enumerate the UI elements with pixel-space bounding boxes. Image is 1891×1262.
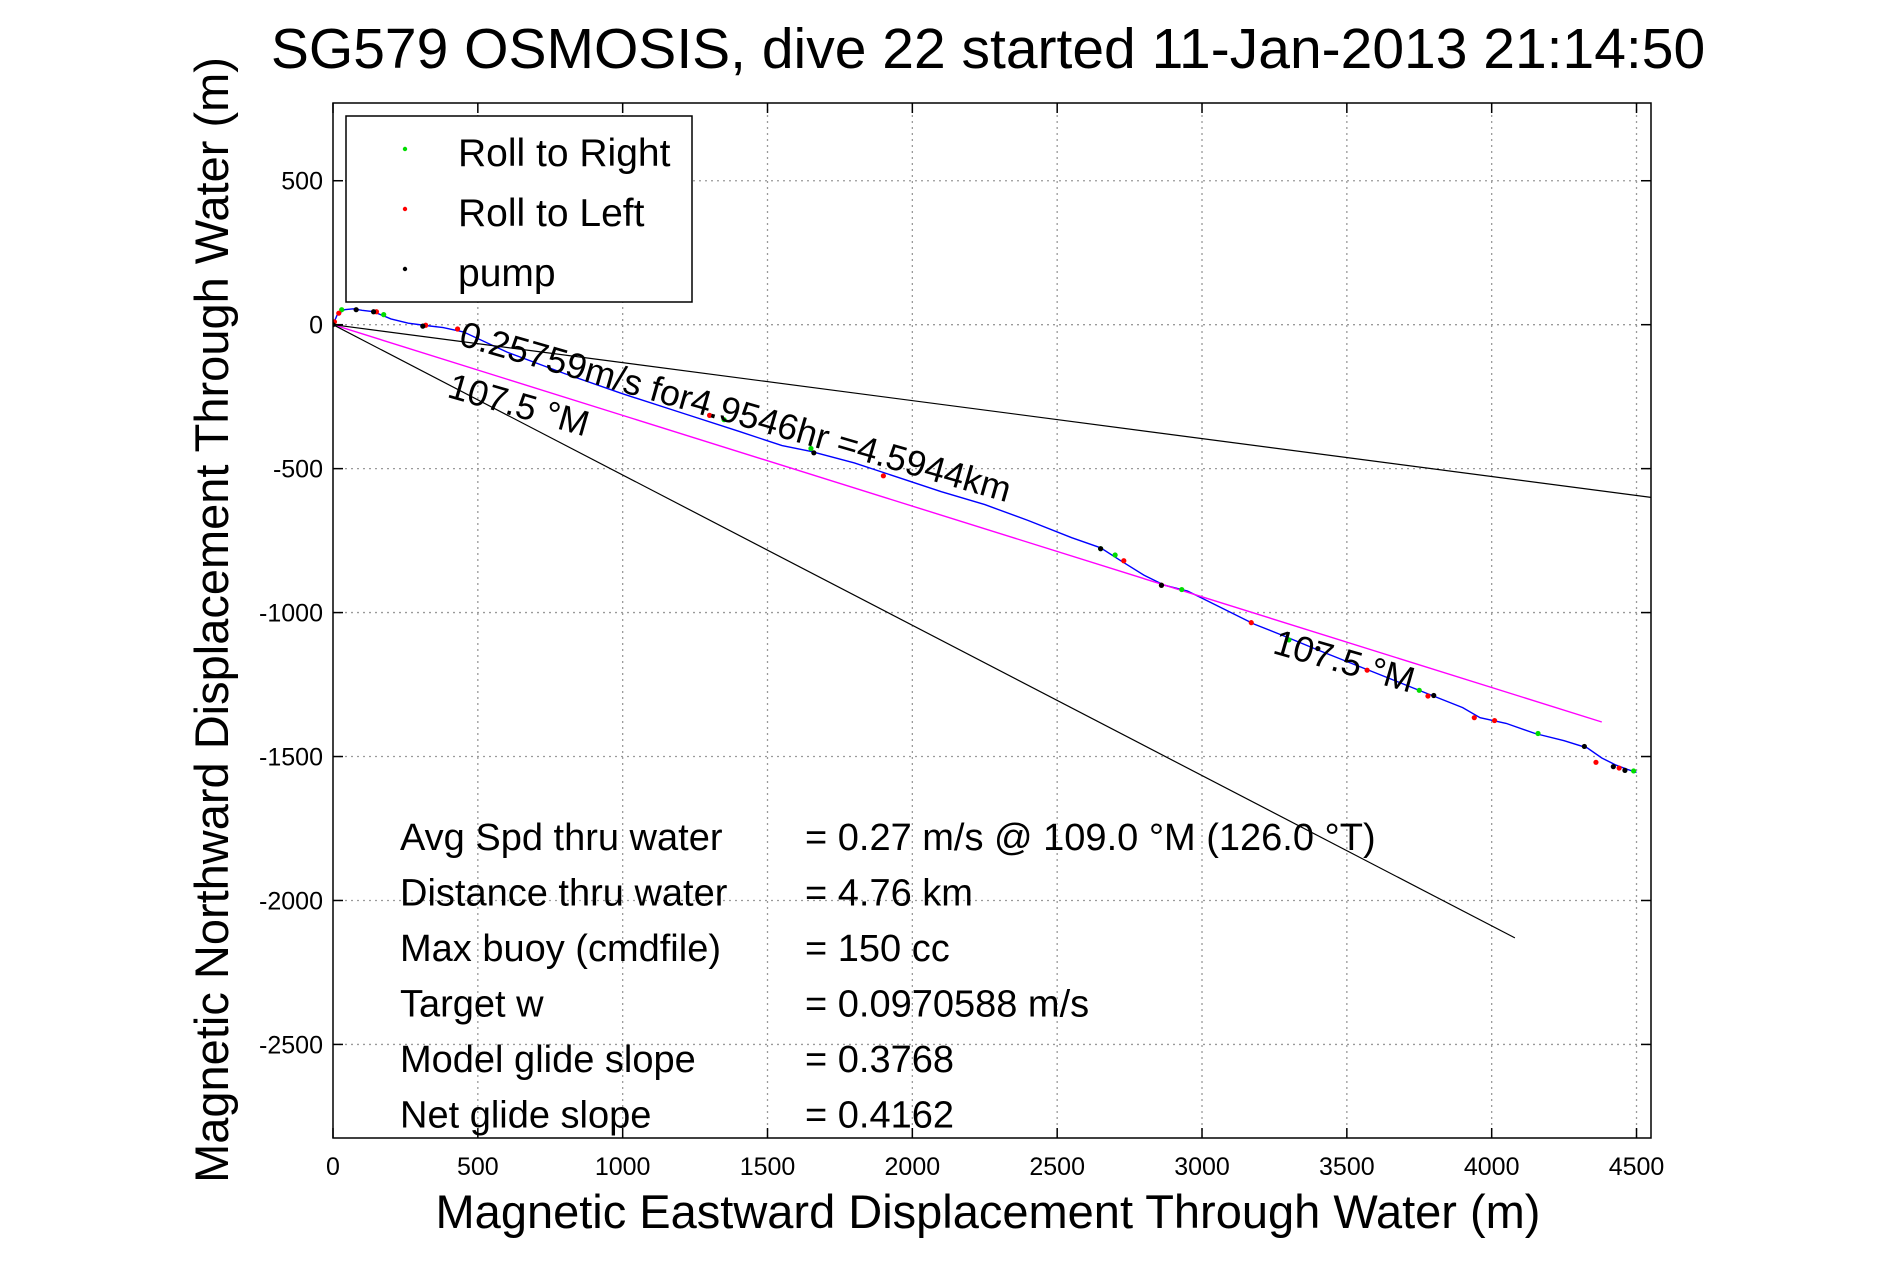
series-net-track-line	[333, 324, 1603, 723]
stat-value: = 0.0970588 m/s	[805, 984, 1089, 1026]
x-tick-label: 4500	[1609, 1153, 1665, 1181]
x-tick-label: 500	[457, 1153, 499, 1181]
legend-marker	[402, 206, 408, 212]
roll-right-marker	[1112, 552, 1118, 558]
legend-entry-label: pump	[458, 252, 556, 295]
roll-left-marker	[1425, 693, 1431, 699]
grid	[333, 103, 1651, 1138]
roll-right-marker	[721, 417, 727, 423]
roll-left-marker	[1248, 620, 1254, 626]
legend-entry-label: Roll to Right	[458, 132, 671, 175]
roll-right-marker	[1286, 637, 1292, 643]
pump-marker	[1431, 692, 1437, 699]
roll-left-marker	[1471, 715, 1477, 721]
x-tick-label: 2000	[885, 1153, 941, 1181]
roll-right-marker	[339, 307, 345, 313]
x-tick-label: 4000	[1464, 1153, 1520, 1181]
pump-marker	[1315, 645, 1321, 652]
pump-marker	[1158, 582, 1165, 588]
legend-entry-label: Roll to Left	[458, 192, 645, 235]
roll-left-marker	[1364, 667, 1370, 673]
pump-marker	[420, 323, 426, 329]
legend-marker	[402, 266, 408, 272]
axes-box	[332, 102, 1652, 1139]
roll-left-marker	[706, 412, 713, 418]
y-tick-label: -1500	[259, 744, 323, 772]
pump-marker	[1581, 743, 1587, 750]
series-track	[333, 308, 1637, 774]
pump-marker	[1622, 767, 1628, 773]
x-tick-label: 0	[326, 1153, 340, 1181]
x-tick-label: 3000	[1174, 1153, 1230, 1181]
y-tick-label: -500	[273, 456, 323, 484]
pump-marker	[370, 309, 377, 315]
roll-left-marker	[1616, 765, 1622, 771]
stat-label: Distance thru water	[400, 873, 728, 915]
y-tick-label: -1000	[259, 600, 323, 628]
roll-left-marker	[880, 473, 886, 479]
roll-left-marker	[454, 326, 461, 332]
x-tick-label: 3500	[1319, 1153, 1375, 1181]
roll-right-marker	[1631, 768, 1637, 774]
stat-value: = 150 cc	[805, 928, 950, 970]
chart-title: SG579 OSMOSIS, dive 22 started 11-Jan-20…	[271, 17, 1705, 81]
pump-marker	[1098, 546, 1104, 552]
stat-label: Model glide slope	[400, 1039, 696, 1081]
ticks: 0 500 1000 1500 2000 2500 3000 3500 4000 45005000…	[259, 103, 1664, 1181]
y-axis-label: Magnetic Northward Displacement Through …	[185, 57, 238, 1183]
stat-label: Max buoy (cmdfile)	[400, 928, 721, 970]
stat-label: Net glide slope	[400, 1095, 651, 1137]
y-tick-label: -2500	[259, 1031, 323, 1059]
y-tick-label: 500	[281, 168, 323, 196]
x-tick-label: 1500	[740, 1153, 796, 1181]
x-axis-label: Magnetic Eastward Displacement Through W…	[436, 1185, 1541, 1238]
stat-value: = 4.76 km	[805, 873, 973, 915]
series-heading-line-1	[333, 324, 1651, 498]
x-tick-label: 1000	[595, 1153, 651, 1181]
roll-left-marker	[336, 310, 342, 316]
stat-value: = 0.4162	[805, 1095, 954, 1137]
y-tick-label: 0	[309, 312, 323, 340]
pump-marker	[1610, 764, 1616, 770]
stat-label: Target w	[400, 984, 544, 1026]
legend: Roll to Right Roll to Left pump	[345, 115, 693, 303]
plot-area	[333, 307, 1651, 939]
roll-left-marker	[1121, 558, 1127, 564]
roll-right-marker	[1416, 687, 1422, 693]
x-tick-label: 2500	[1029, 1153, 1085, 1181]
pump-marker	[353, 307, 359, 313]
roll-left-marker	[1593, 759, 1599, 765]
roll-right-marker	[381, 312, 387, 318]
series-heading-line-2	[333, 324, 1516, 939]
stat-value: = 0.27 m/s @ 109.0 °M (126.0 °T)	[805, 817, 1376, 859]
y-tick-label: -2000	[259, 887, 323, 915]
roll-right-marker	[1535, 730, 1541, 737]
stat-value: = 0.3768	[805, 1039, 954, 1081]
roll-right-marker	[1179, 586, 1185, 593]
stat-label: Avg Spd thru water	[400, 817, 723, 859]
roll-left-marker	[1491, 717, 1498, 724]
stats-block: Avg Spd thru water = 0.27 m/s @ 109.0 °M …	[400, 817, 1376, 1137]
pump-marker	[811, 450, 817, 456]
legend-marker	[402, 146, 408, 152]
roll-right-marker	[808, 445, 814, 452]
